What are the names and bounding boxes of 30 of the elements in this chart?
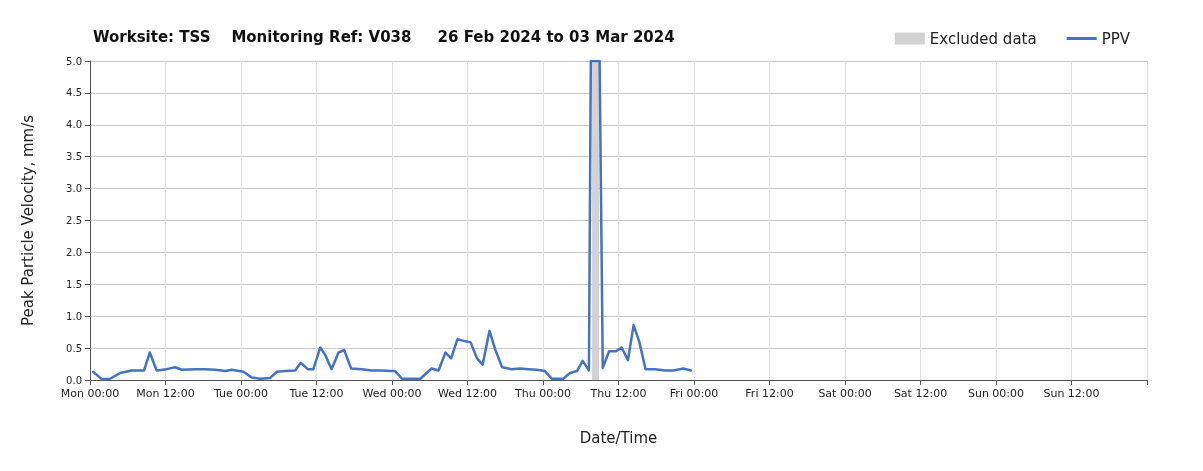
y-tick-label: 3.0 [66, 183, 82, 195]
x-tick-label: Mon 00:00 [60, 387, 120, 400]
x-tick-label: Sat 00:00 [818, 387, 872, 400]
x-tick-label: Fri 00:00 [669, 387, 719, 400]
x-tick-label: Sat 12:00 [893, 387, 948, 400]
y-tick-label: 0.5 [66, 342, 82, 354]
x-axis-title: Date/Time [579, 428, 658, 447]
x-tick-label: Sun 12:00 [1043, 387, 1100, 400]
y-tick-label: 4.5 [66, 87, 82, 99]
y-tick-label: 3.5 [66, 151, 82, 163]
x-tick-label: Tue 00:00 [213, 387, 268, 400]
y-tick-label: 1.0 [66, 310, 82, 322]
x-tick-label: Thu 00:00 [514, 387, 571, 400]
x-tick-label: Sun 00:00 [967, 387, 1025, 400]
x-tick-label: Mon 12:00 [136, 387, 195, 400]
x-tick-label: Wed 12:00 [437, 387, 498, 400]
legend-label: Excluded data [929, 29, 1037, 48]
legend-label: PPV [1101, 29, 1131, 48]
x-tick-label: Thu 12:00 [589, 387, 647, 400]
x-tick-label: Tue 12:00 [288, 387, 344, 400]
y-tick-label: 1.5 [66, 278, 82, 290]
y-tick-label: 2.5 [66, 215, 82, 226]
x-tick-label: Wed 00:00 [362, 387, 422, 400]
y-tick-label: 2.0 [66, 246, 82, 258]
y-tick-label: 4.0 [66, 119, 82, 131]
y-axis-title: Peak Particle Velocity, mm/s [18, 114, 37, 327]
y-tick-label: 5.0 [66, 55, 82, 67]
y-tick-label: 0.0 [66, 374, 82, 386]
chart-title: Worksite: TSS Monitoring Ref: V038 26 Feb 2024 to 03 Mar 2024 [93, 27, 675, 46]
x-tick-label: Fri 12:00 [745, 387, 794, 400]
